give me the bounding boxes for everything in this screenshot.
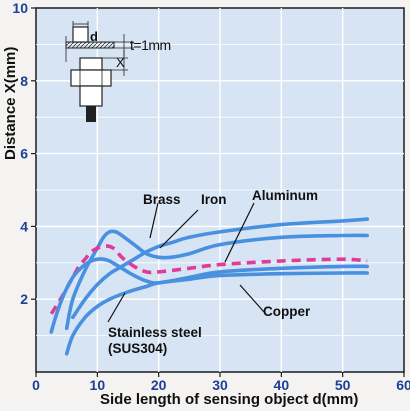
aluminum-leader [224,202,255,263]
y-tick-label: 10 [12,0,28,16]
x-tick-label: 0 [32,377,40,393]
x-tick-label: 30 [212,377,228,393]
thickness-label: t=1mm [130,37,171,53]
y-tick-label: 2 [20,291,28,307]
copper-leader [239,284,265,313]
y-tick-label: 4 [20,218,28,234]
stainless-steel-label: Stainless steel [108,325,202,340]
iron-label: Iron [201,192,227,207]
sensor-body [79,85,103,107]
x-tick-label: 20 [151,377,167,393]
sensor-inset-diagram: d t=1mm X [65,21,171,122]
x-tick-label: 10 [90,377,106,393]
series-line-stainless-steel-sus304 [64,271,369,356]
series-line-copper [49,257,369,334]
sensor-head [79,57,103,71]
sus304-label: (SUS304) [108,341,167,356]
d-label: d [90,29,98,44]
x-tick-label: 40 [274,377,290,393]
callout-leaders [107,202,265,323]
sensor-cable [86,106,96,122]
aluminum-label: Aluminum [252,188,318,203]
y-axis-ticks: 2 4 6 8 10 [12,0,36,307]
sensing-object-square [72,26,89,43]
distance-x-label: X [116,55,125,70]
y-tick-label: 6 [20,146,28,162]
copper-label: Copper [263,304,311,319]
brass-leader [149,202,159,239]
series-line-brass [64,229,369,331]
x-axis-title: Side length of sensing object d(mm) [100,391,358,408]
iron-leader [159,209,199,249]
x-tick-label: 60 [396,377,410,393]
brass-label: Brass [143,192,181,207]
x-axis-ticks: 0 10 20 30 40 50 60 [32,372,410,393]
sensor-nut [70,69,112,87]
x-tick-label: 50 [335,377,351,393]
series-line-aluminum [49,244,368,315]
y-axis-title: Distance X(mm) [2,47,19,160]
series-line-iron [71,217,369,320]
y-tick-label: 8 [20,73,28,89]
stainless-leader [107,292,126,323]
series-layer [49,217,369,356]
